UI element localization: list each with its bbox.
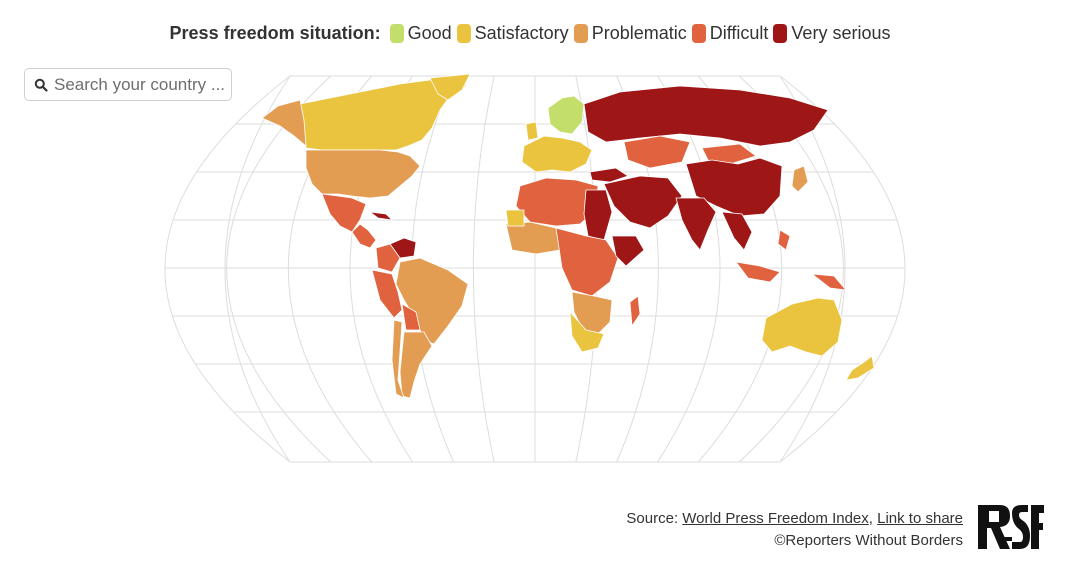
legend: Press freedom situation: Good Satisfacto… — [0, 20, 1065, 46]
country-madagascar[interactable] — [629, 295, 641, 328]
source-prefix: Source: — [626, 510, 683, 527]
country-mongolia[interactable] — [701, 143, 757, 165]
country-egypt[interactable] — [583, 189, 613, 241]
share-link[interactable]: Link to share — [877, 510, 963, 527]
graticule-meridian — [164, 75, 291, 463]
legend-label-problematic: Problematic — [591, 23, 687, 43]
copyright: ©Reporters Without Borders — [774, 532, 963, 549]
search-input[interactable] — [54, 74, 226, 95]
graticule-meridian — [226, 75, 332, 463]
legend-label-very-serious: Very serious — [791, 23, 891, 43]
country-bolivia[interactable] — [401, 303, 421, 331]
legend-swatch-good — [389, 23, 404, 43]
country-mexico[interactable] — [321, 193, 367, 233]
country-kazakhstan[interactable] — [623, 135, 691, 169]
country-indonesia[interactable] — [735, 261, 781, 283]
legend-label-good: Good — [407, 23, 452, 43]
legend-title: Press freedom situation: — [169, 23, 381, 43]
country-china[interactable] — [685, 157, 783, 217]
legend-item-problematic[interactable]: Problematic — [573, 20, 687, 46]
legend-label-difficult: Difficult — [709, 23, 769, 43]
country-usa[interactable] — [305, 149, 421, 199]
country-middle-east[interactable] — [603, 175, 683, 229]
legend-swatch-satisfactory — [456, 23, 471, 43]
search-icon — [34, 78, 48, 92]
country-chile[interactable] — [391, 319, 405, 399]
country-peru[interactable] — [371, 269, 403, 319]
country-mauritania[interactable] — [505, 209, 525, 227]
country-central-africa[interactable] — [555, 227, 619, 297]
country-greenland[interactable] — [429, 73, 471, 101]
country-cuba[interactable] — [368, 211, 394, 221]
country-scandinavia[interactable] — [547, 95, 585, 135]
country-alaska[interactable] — [261, 99, 307, 147]
source-separator: , — [868, 510, 878, 527]
country-new-zealand[interactable] — [845, 355, 875, 381]
country-western-europe[interactable] — [521, 135, 593, 173]
legend-swatch-very-serious — [773, 23, 788, 43]
legend-swatch-difficult — [691, 23, 706, 43]
graticule-meridian — [472, 75, 495, 463]
source-link[interactable]: World Press Freedom Index — [682, 510, 869, 527]
country-horn-of-africa[interactable] — [611, 235, 645, 267]
country-turkey[interactable] — [589, 167, 629, 183]
legend-item-difficult[interactable]: Difficult — [691, 20, 769, 46]
country-central-america[interactable] — [351, 223, 377, 249]
country-uk[interactable] — [525, 121, 539, 141]
legend-item-satisfactory[interactable]: Satisfactory — [456, 20, 569, 46]
country-india[interactable] — [675, 197, 717, 251]
country-southeast-asia[interactable] — [721, 211, 753, 251]
country-south-africa[interactable] — [569, 310, 605, 353]
search-box[interactable] — [24, 68, 232, 101]
country-papua[interactable] — [810, 273, 847, 291]
graticule-meridian — [779, 75, 906, 463]
country-colombia[interactable] — [375, 243, 401, 273]
rsf-logo[interactable] — [976, 503, 1046, 551]
country-brazil[interactable] — [395, 257, 469, 345]
legend-label-satisfactory: Satisfactory — [474, 23, 569, 43]
footer: Source: World Press Freedom Index, Link … — [626, 508, 963, 552]
footer-source-line: Source: World Press Freedom Index, Link … — [626, 508, 963, 530]
country-philippines[interactable] — [777, 229, 791, 251]
legend-item-very-serious[interactable]: Very serious — [773, 20, 890, 46]
legend-swatch-problematic — [573, 23, 588, 43]
country-russia[interactable] — [583, 85, 829, 147]
legend-item-good[interactable]: Good — [389, 20, 452, 46]
countries[interactable] — [261, 73, 875, 399]
country-west-africa[interactable] — [505, 221, 561, 255]
country-japan[interactable] — [791, 165, 809, 193]
country-australia[interactable] — [761, 297, 843, 357]
country-argentina[interactable] — [399, 331, 433, 399]
